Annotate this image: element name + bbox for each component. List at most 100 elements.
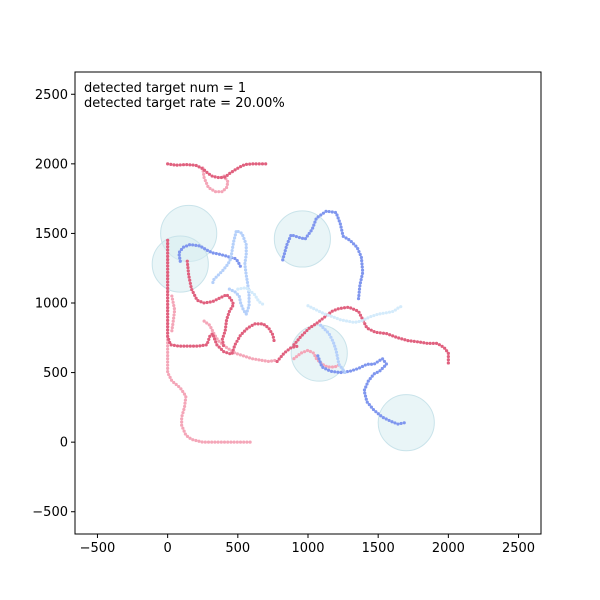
trajectory-point: [187, 275, 191, 279]
trajectory-point: [224, 318, 229, 323]
trajectory-point: [314, 356, 318, 361]
trajectory-point: [369, 405, 373, 409]
trajectory-point: [381, 415, 385, 420]
trajectory-point: [236, 166, 240, 170]
trajectory-point: [216, 273, 221, 277]
trajectory-point: [387, 418, 391, 423]
trajectory-point: [221, 343, 226, 348]
trajectory-point: [166, 321, 170, 326]
trajectory-point: [204, 181, 209, 186]
trajectory-point: [321, 325, 325, 330]
trajectory-point: [223, 175, 227, 179]
trajectory-point: [347, 238, 351, 242]
trajectory-point: [360, 274, 364, 279]
trajectory-point: [166, 162, 170, 166]
trajectory-point: [334, 347, 338, 351]
trajectory-point: [166, 280, 170, 284]
trajectory-point: [384, 417, 388, 421]
trajectory-point: [225, 315, 229, 320]
trajectory-point: [358, 284, 362, 288]
trajectory-point: [200, 245, 204, 249]
trajectory-point: [345, 369, 349, 374]
trajectory-point: [365, 382, 369, 386]
trajectory-point: [254, 295, 258, 299]
trajectory-point: [166, 315, 170, 319]
trajectory-point: [179, 247, 184, 252]
trajectory-point: [238, 353, 243, 357]
detected-target-rate-label: detected target rate = 20.00%: [84, 96, 285, 111]
trajectory-point: [348, 369, 353, 373]
trajectory-point: [166, 325, 170, 329]
trajectory-point: [237, 261, 241, 265]
trajectory-point: [360, 268, 365, 272]
trajectory-point: [330, 309, 334, 313]
trajectory-point: [247, 296, 251, 301]
trajectory-point: [181, 163, 186, 167]
trajectory-point: [191, 344, 196, 348]
trajectory-point: [182, 392, 187, 396]
trajectory-point: [341, 234, 345, 238]
trajectory-point: [294, 234, 298, 239]
trajectory-point: [216, 175, 220, 180]
trajectory-point: [245, 280, 250, 285]
trajectory-point: [234, 230, 238, 234]
trajectory-point: [247, 300, 251, 304]
trajectory-point: [216, 440, 220, 444]
trajectory-point: [271, 335, 275, 339]
trajectory-point: [238, 298, 242, 302]
trajectory-point: [366, 327, 370, 331]
trajectory-point: [385, 332, 389, 336]
trajectory-point: [220, 337, 224, 341]
trajectory-series-13: [177, 243, 242, 268]
trajectory-point: [194, 243, 198, 247]
trajectory-point: [311, 351, 315, 355]
trajectory-point: [225, 263, 229, 267]
trajectory-point: [272, 338, 276, 343]
trajectory-point: [246, 284, 250, 288]
trajectory-point: [244, 312, 248, 316]
trajectory-point: [228, 352, 232, 356]
trajectory-point: [388, 333, 392, 337]
trajectory-point: [279, 354, 283, 359]
trajectory-point: [346, 305, 350, 309]
trajectory-point: [364, 397, 368, 401]
trajectory-point: [245, 440, 249, 444]
trajectory-point: [297, 353, 301, 357]
trajectory-point: [231, 242, 235, 246]
trajectory-point: [372, 372, 376, 376]
trajectory-point: [244, 355, 249, 359]
trajectory-point: [316, 215, 320, 219]
trajectory-point: [181, 389, 185, 394]
trajectory-point: [351, 368, 356, 372]
trajectory-point: [337, 219, 341, 223]
trajectory-point: [242, 286, 246, 290]
trajectory-point: [181, 411, 185, 415]
trajectory-point: [177, 253, 181, 257]
trajectory-point: [186, 266, 190, 270]
trajectory-point: [221, 340, 225, 344]
trajectory-point: [229, 440, 233, 444]
trajectory-point: [287, 236, 292, 241]
trajectory-point: [336, 356, 340, 361]
trajectory-point: [266, 359, 270, 363]
trajectory-point: [188, 163, 192, 167]
trajectory-point: [166, 302, 170, 306]
trajectory-point: [166, 318, 170, 322]
detection-circle-1: [151, 235, 209, 293]
trajectory-point: [324, 364, 328, 368]
trajectory-point: [233, 342, 238, 346]
trajectory-point: [403, 338, 407, 342]
trajectory-point: [239, 231, 243, 235]
trajectory-point: [243, 265, 247, 269]
trajectory-point: [205, 300, 209, 305]
trajectory-point: [306, 304, 310, 308]
trajectory-point: [273, 358, 277, 363]
trajectory-point: [231, 348, 235, 352]
trajectory-point: [219, 271, 223, 275]
trajectory-point: [183, 404, 187, 409]
trajectory-point: [358, 313, 363, 317]
trajectory-point: [258, 300, 262, 304]
trajectory-point: [185, 344, 189, 348]
trajectory-point: [336, 216, 340, 220]
trajectory-point: [177, 384, 181, 389]
